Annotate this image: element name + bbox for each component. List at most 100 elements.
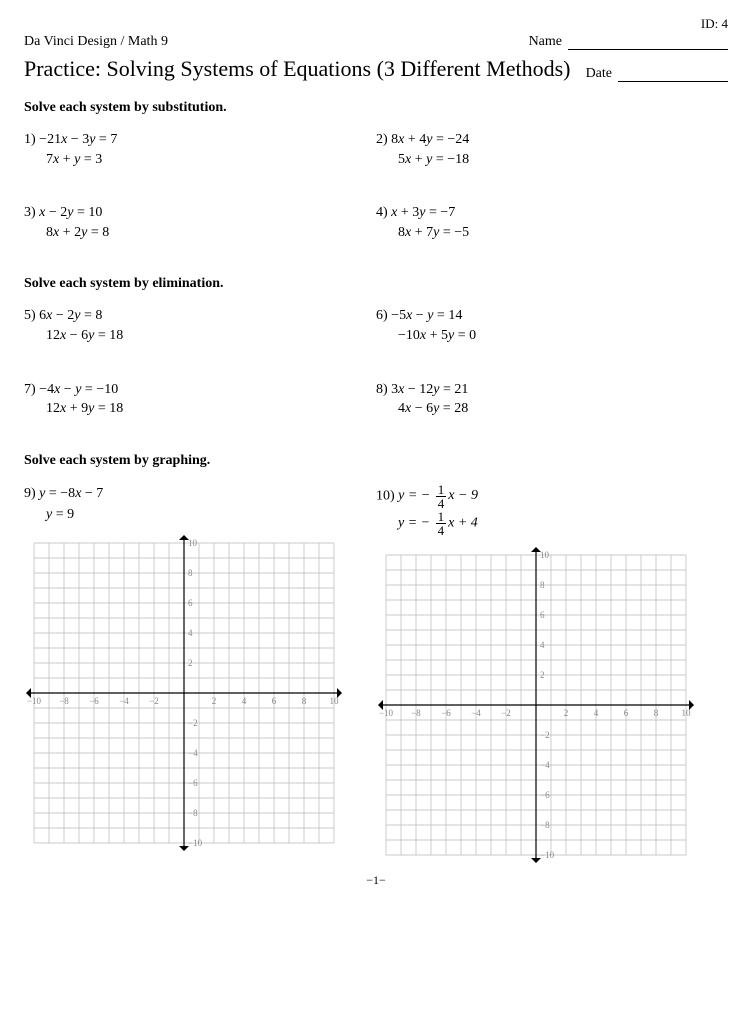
svg-text:−10: −10 [27,696,42,706]
page-footer: −1− [24,873,728,888]
problem-6: 6) −5x − y = 14 −10x + 5y = 0 [376,306,728,345]
problem-7: 7) −4x − y = −10 12x + 9y = 18 [24,380,376,419]
p4-eq1: x + 3y = −7 [391,205,455,220]
p10-eq2: y = − 14x + 4 [376,510,728,537]
p1-eq1: −21x − 3y = 7 [39,132,117,147]
svg-text:−8: −8 [59,696,69,706]
svg-text:−10: −10 [379,708,394,718]
fraction-1-4a: 14 [436,483,447,510]
row-3-4: 3) x − 2y = 10 8x + 2y = 8 4) x + 3y = −… [24,203,728,242]
svg-text:6: 6 [272,696,277,706]
id-label: ID: 4 [24,16,728,32]
graph-grid-10: 2−22−24−44−46−66−68−88−810−1010−10 [376,545,696,865]
name-blank[interactable] [568,49,728,50]
frac-num2: 1 [436,510,447,524]
problem-5: 5) 6x − 2y = 8 12x − 6y = 18 [24,306,376,345]
p3-eq2: 8x + 2y = 8 [24,223,376,243]
p3-num: 3) [24,205,36,220]
date-block: Date [586,66,728,82]
p6-eq2: −10x + 5y = 0 [376,326,728,346]
frac-den: 4 [436,497,447,510]
problem-4: 4) x + 3y = −7 8x + 7y = −5 [376,203,728,242]
date-label: Date [586,66,612,82]
section-substitution: Solve each system by substitution. [24,100,728,116]
p6-eq1: −5x − y = 14 [391,308,462,323]
p10-post1: x − 9 [448,488,478,503]
problem-3: 3) x − 2y = 10 8x + 2y = 8 [24,203,376,242]
frac-num: 1 [436,483,447,497]
svg-text:−8: −8 [540,820,550,830]
svg-text:2: 2 [188,658,193,668]
p9-eq2: y = 9 [24,504,376,525]
p8-num: 8) [376,382,388,397]
svg-text:−4: −4 [119,696,129,706]
svg-text:6: 6 [188,598,193,608]
svg-text:10: 10 [682,708,692,718]
problem-1: 1) −21x − 3y = 7 7x + y = 3 [24,130,376,169]
problem-10: 10) y = − 14x − 9 y = − 14x + 4 2−22−24−… [376,483,728,865]
row-7-8: 7) −4x − y = −10 12x + 9y = 18 8) 3x − 1… [24,380,728,419]
p4-num: 4) [376,205,388,220]
problem-8: 8) 3x − 12y = 21 4x − 6y = 28 [376,380,728,419]
svg-text:8: 8 [188,568,193,578]
p5-eq2: 12x − 6y = 18 [24,326,376,346]
svg-text:−10: −10 [540,850,555,860]
p2-eq1: 8x + 4y = −24 [391,132,469,147]
svg-text:8: 8 [540,580,545,590]
p10-eq1: y = − 14x − 9 [398,488,478,503]
fraction-1-4b: 14 [436,510,447,537]
svg-text:4: 4 [594,708,599,718]
svg-text:−8: −8 [411,708,421,718]
p8-eq2: 4x − 6y = 28 [376,399,728,419]
svg-text:−8: −8 [188,808,198,818]
svg-text:2: 2 [564,708,569,718]
svg-text:−6: −6 [89,696,99,706]
svg-text:−4: −4 [540,760,550,770]
row-1-2: 1) −21x − 3y = 7 7x + y = 3 2) 8x + 4y =… [24,130,728,169]
p10-pre2: y = − [398,515,434,530]
row-5-6: 5) 6x − 2y = 8 12x − 6y = 18 6) −5x − y … [24,306,728,345]
svg-text:2: 2 [212,696,217,706]
svg-text:4: 4 [540,640,545,650]
section-graphing: Solve each system by graphing. [24,453,728,469]
graph-grid-9: 2−22−24−44−46−66−68−88−810−1010−10 [24,533,344,853]
p9-num: 9) [24,486,36,501]
svg-text:−4: −4 [471,708,481,718]
row-9-10: 9) y = −8x − 7 y = 9 2−22−24−44−46−66−68… [24,483,728,865]
svg-text:−4: −4 [188,748,198,758]
p7-num: 7) [24,382,36,397]
p5-num: 5) [24,308,36,323]
svg-text:−6: −6 [540,790,550,800]
p7-eq1: −4x − y = −10 [39,382,118,397]
svg-text:−2: −2 [188,718,198,728]
svg-text:8: 8 [654,708,659,718]
p2-num: 2) [376,132,388,147]
p5-eq1: 6x − 2y = 8 [39,308,102,323]
p1-eq2: 7x + y = 3 [24,150,376,170]
p1-num: 1) [24,132,36,147]
problem-2: 2) 8x + 4y = −24 5x + y = −18 [376,130,728,169]
svg-text:−6: −6 [188,778,198,788]
p2-eq2: 5x + y = −18 [376,150,728,170]
top-row: Da Vinci Design / Math 9 Name [24,34,728,50]
title-row: Practice: Solving Systems of Equations (… [24,56,728,82]
svg-text:4: 4 [242,696,247,706]
name-label: Name [529,34,562,50]
p8-eq1: 3x − 12y = 21 [391,382,468,397]
svg-text:10: 10 [188,538,198,548]
p10-num: 10) [376,488,395,503]
page-title: Practice: Solving Systems of Equations (… [24,56,570,82]
p10-pre1: y = − [398,488,434,503]
frac-den2: 4 [436,524,447,537]
svg-text:8: 8 [302,696,307,706]
p10-post2: x + 4 [448,515,478,530]
svg-text:−6: −6 [441,708,451,718]
svg-text:4: 4 [188,628,193,638]
problem-9: 9) y = −8x − 7 y = 9 2−22−24−44−46−66−68… [24,483,376,853]
date-blank[interactable] [618,81,728,82]
p9-eq1: y = −8x − 7 [39,486,103,501]
svg-text:10: 10 [540,550,550,560]
svg-text:2: 2 [540,670,545,680]
p3-eq1: x − 2y = 10 [39,205,102,220]
svg-text:6: 6 [540,610,545,620]
